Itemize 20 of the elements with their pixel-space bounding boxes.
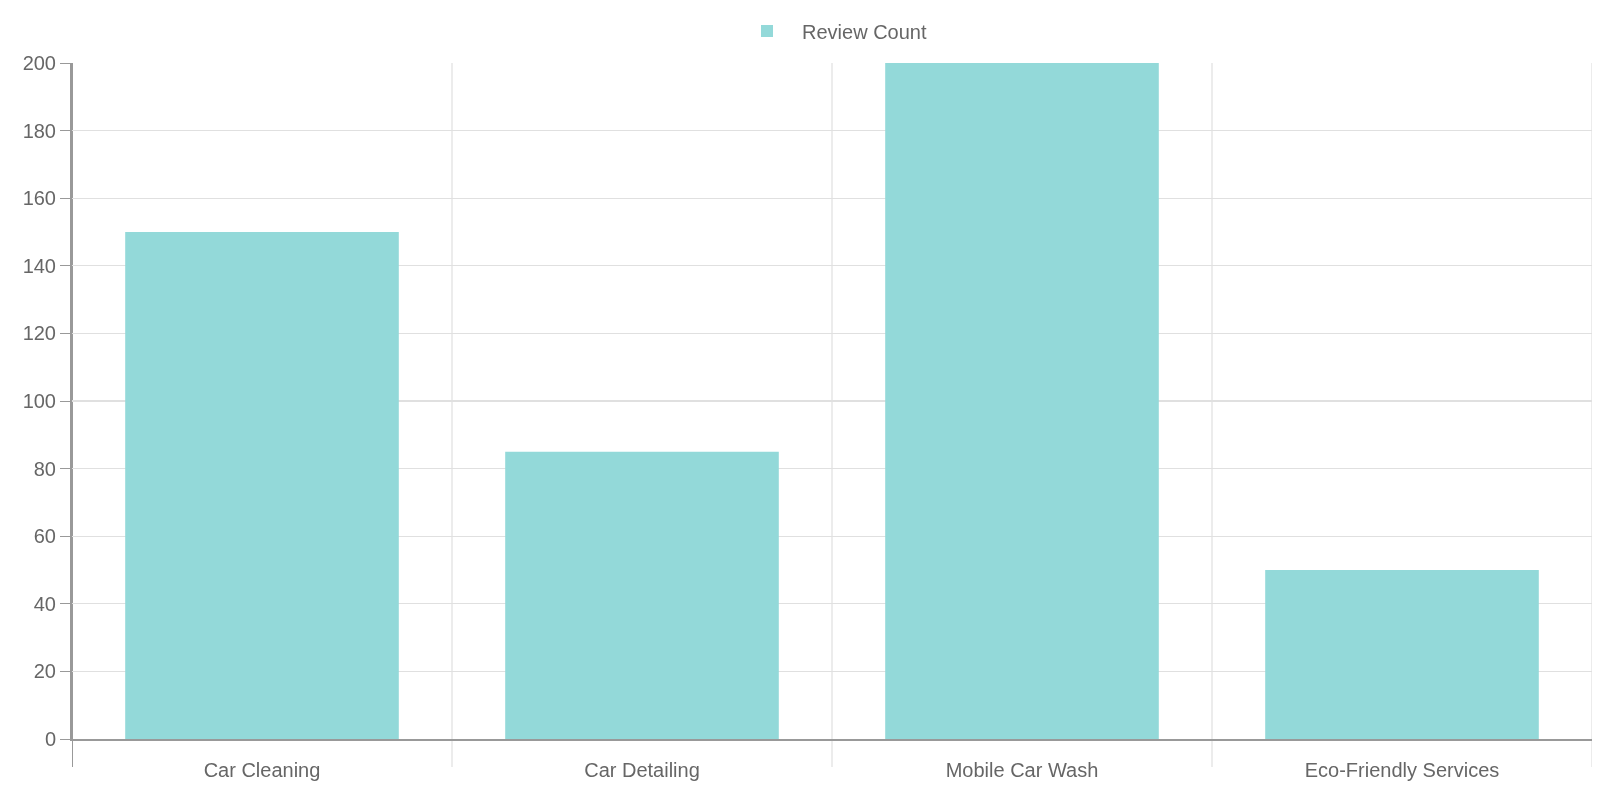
bar [885, 63, 1159, 739]
bar [125, 232, 399, 739]
y-tick-label: 200 [22, 52, 56, 74]
legend-label: Review Count [802, 20, 927, 43]
x-tick-label: Mobile Car Wash [945, 759, 1099, 781]
y-tick-label: 120 [22, 322, 56, 345]
y-tick-label: 160 [22, 187, 56, 210]
bar [1265, 570, 1539, 739]
bar [505, 451, 779, 739]
y-tick-label: 0 [44, 728, 56, 750]
y-tick-label: 20 [33, 660, 56, 683]
x-tick-label: Car Cleaning [203, 759, 321, 781]
y-tick-label: 80 [33, 457, 56, 480]
x-tick-label: Car Detailing [584, 759, 700, 781]
y-tick-label: 60 [33, 525, 56, 548]
y-tick-label: 140 [22, 254, 56, 277]
y-tick-label: 100 [22, 390, 56, 412]
y-tick-label: 40 [33, 592, 56, 615]
y-tick-label: 180 [22, 119, 56, 142]
x-tick-label: Eco-Friendly Services [1304, 759, 1500, 781]
